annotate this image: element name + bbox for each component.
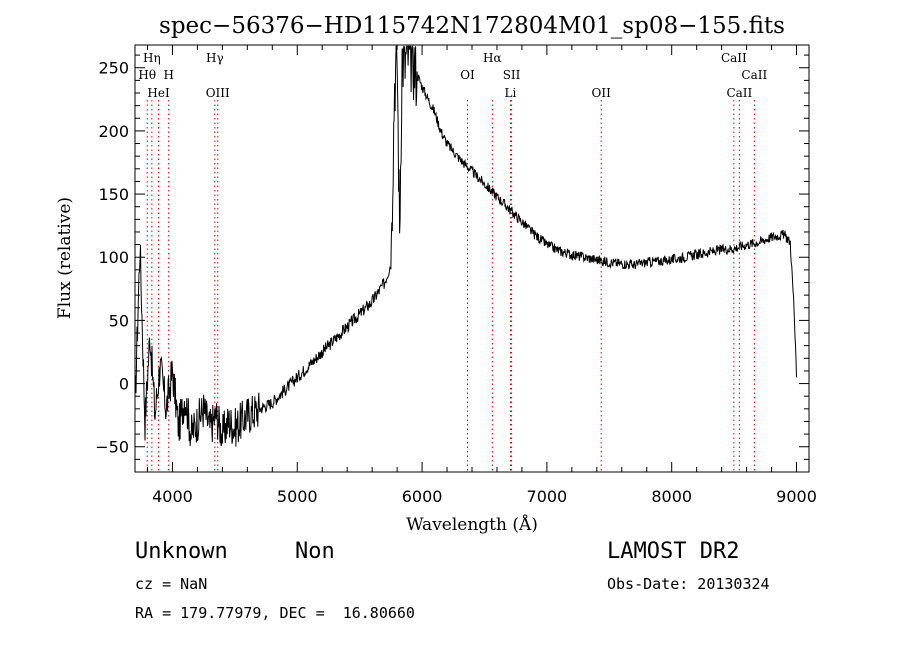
obs-date: Obs-Date: 20130324 [607,575,770,593]
x-axis-label: Wavelength (Å) [406,514,538,535]
y-tick-label: 100 [98,248,129,267]
plot-frame [134,44,810,473]
line-marker-label: SII [503,68,521,82]
line-marker-label: Hα [483,51,502,65]
x-tick-label: 5000 [277,487,318,506]
y-tick-label: 200 [98,122,129,141]
line-marker-label: OII [592,86,612,100]
y-tick-label: 50 [109,311,129,330]
x-tick-label: 6000 [402,487,443,506]
y-tick-label: 0 [119,375,129,394]
survey-name: LAMOST DR2 [607,539,740,564]
spectrum-line [134,45,797,447]
object-subclass: Non [295,539,335,564]
x-tick-label: 9000 [776,487,817,506]
line-marker-label: CaII [721,51,747,65]
object-class: Unknown [135,539,228,564]
cz-value: cz = NaN [135,575,208,593]
coordinates: RA = 179.77979, DEC = 16.80660 [135,604,415,622]
line-marker-label: Hθ [138,68,156,82]
y-tick-label: 250 [98,59,129,78]
line-marker-label: OIII [206,86,230,100]
y-axis-label: Flux (relative) [55,197,75,319]
line-marker-label: H [163,68,173,82]
y-axis: −50 0 50 100 150 200 250 [95,54,809,460]
line-marker-label: Hη [143,51,161,65]
line-marker-label: Li [505,86,517,100]
series-layer [134,45,797,447]
y-tick-label: −50 [95,438,129,457]
line-marker-label: HeI [147,86,170,100]
line-marker-label: OI [460,68,475,82]
line-marker-label: Hγ [206,51,224,65]
spectrum-chart: spec−56376−HD115742N172804M01_sp08−155.f… [55,13,817,535]
x-tick-label: 8000 [651,487,692,506]
x-axis: 4000 5000 6000 7000 8000 9000 [146,45,817,506]
spectral-line-markers: Hη Hθ H HeI Hγ OIII Hα OI SII Li OII CaII CaII CaII [138,51,767,472]
chart-title: spec−56376−HD115742N172804M01_sp08−155.f… [159,13,785,39]
x-tick-label: 4000 [152,487,193,506]
x-tick-label: 7000 [527,487,568,506]
y-tick-label: 150 [98,185,129,204]
line-marker-label: CaII [726,86,752,100]
line-marker-label: CaII [741,68,767,82]
